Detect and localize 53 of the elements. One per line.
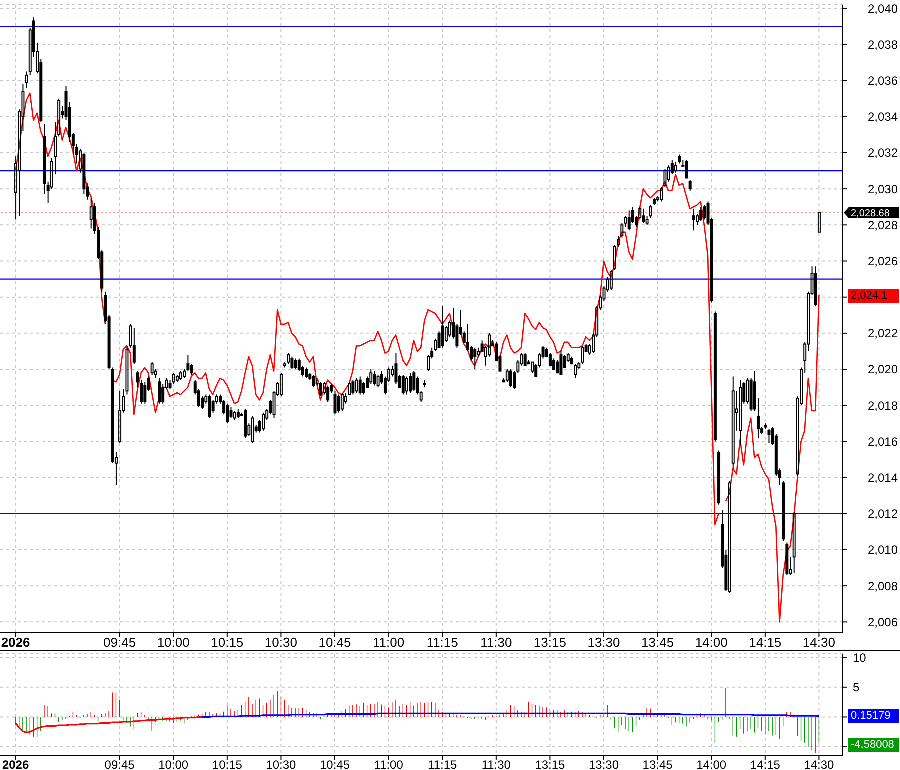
x-tick-label: 11:30 bbox=[482, 758, 512, 770]
x-tick-label: 13:45 bbox=[642, 758, 674, 770]
x-tick-label: 11:15 bbox=[428, 758, 458, 770]
y-tick-label: 10 bbox=[853, 650, 867, 665]
x-tick-label: 11:00 bbox=[373, 635, 405, 650]
x-tick-label: 14:00 bbox=[696, 758, 727, 770]
y-tick-label: 2,032 bbox=[868, 146, 898, 160]
y-tick-label: 2,028 bbox=[868, 218, 898, 232]
y-tick-label: 2,016 bbox=[868, 434, 898, 449]
y-tick-label: 2,020 bbox=[868, 362, 898, 377]
ref-line-label: 2,028.68 bbox=[851, 208, 890, 220]
x-tick-label: 09:45 bbox=[104, 758, 136, 770]
x-tick-label: 13:15 bbox=[534, 635, 566, 650]
x-tick-label: 09:45 bbox=[104, 635, 136, 650]
annotation: 2,024.1 bbox=[848, 288, 899, 303]
y-tick-label: 2,006 bbox=[868, 615, 898, 630]
x-tick-label: 2026 bbox=[1, 635, 30, 650]
x-tick-label: 14:30 bbox=[802, 635, 836, 650]
x-tick-label: 11:30 bbox=[480, 635, 512, 650]
y-tick-label: 2,036 bbox=[868, 74, 898, 88]
x-tick-label: 10:15 bbox=[211, 635, 244, 650]
y-tick-label: 2,038 bbox=[868, 38, 898, 52]
y-tick-label: 2,040 bbox=[868, 2, 898, 16]
annotation: -4.58008 bbox=[848, 738, 899, 752]
y-tick-label: 2,012 bbox=[868, 507, 898, 522]
x-tick-label: 2026 bbox=[2, 758, 30, 770]
y-tick-label: 2,018 bbox=[868, 398, 898, 413]
x-tick-label: 13:45 bbox=[642, 635, 674, 650]
y-tick-label: 2,008 bbox=[868, 579, 898, 594]
x-tick-label: 11:00 bbox=[374, 758, 404, 770]
y-tick-label: 2,030 bbox=[868, 182, 898, 196]
annotation: 0.15179 bbox=[848, 709, 899, 724]
x-tick-label: 10:30 bbox=[264, 635, 298, 650]
x-tick-label: 13:15 bbox=[535, 758, 566, 770]
y-tick-label: 2,014 bbox=[868, 471, 898, 486]
x-tick-label: 14:30 bbox=[804, 758, 835, 770]
y-tick-label: 2,022 bbox=[868, 326, 898, 341]
x-tick-label: 10:45 bbox=[320, 758, 350, 770]
x-tick-label: 10:15 bbox=[212, 758, 243, 770]
x-tick-label: 14:15 bbox=[749, 635, 782, 650]
y-tick-label: 2,026 bbox=[868, 254, 898, 268]
x-tick-label: 14:00 bbox=[695, 635, 728, 650]
x-tick-label: 13:30 bbox=[588, 758, 620, 770]
x-tick-label: 13:30 bbox=[588, 635, 620, 650]
x-tick-label: 11:15 bbox=[426, 635, 458, 650]
x-tick-label: 10:30 bbox=[266, 758, 297, 770]
x-tick-label: 10:00 bbox=[157, 635, 190, 650]
x-tick-label: 10:00 bbox=[158, 758, 189, 770]
x-tick-label: 14:15 bbox=[750, 758, 781, 770]
y-tick-label: 2,034 bbox=[868, 110, 898, 124]
y-tick-label: 5 bbox=[853, 680, 860, 695]
x-tick-label: 10:45 bbox=[318, 635, 352, 650]
y-tick-label: 2,010 bbox=[868, 543, 898, 558]
